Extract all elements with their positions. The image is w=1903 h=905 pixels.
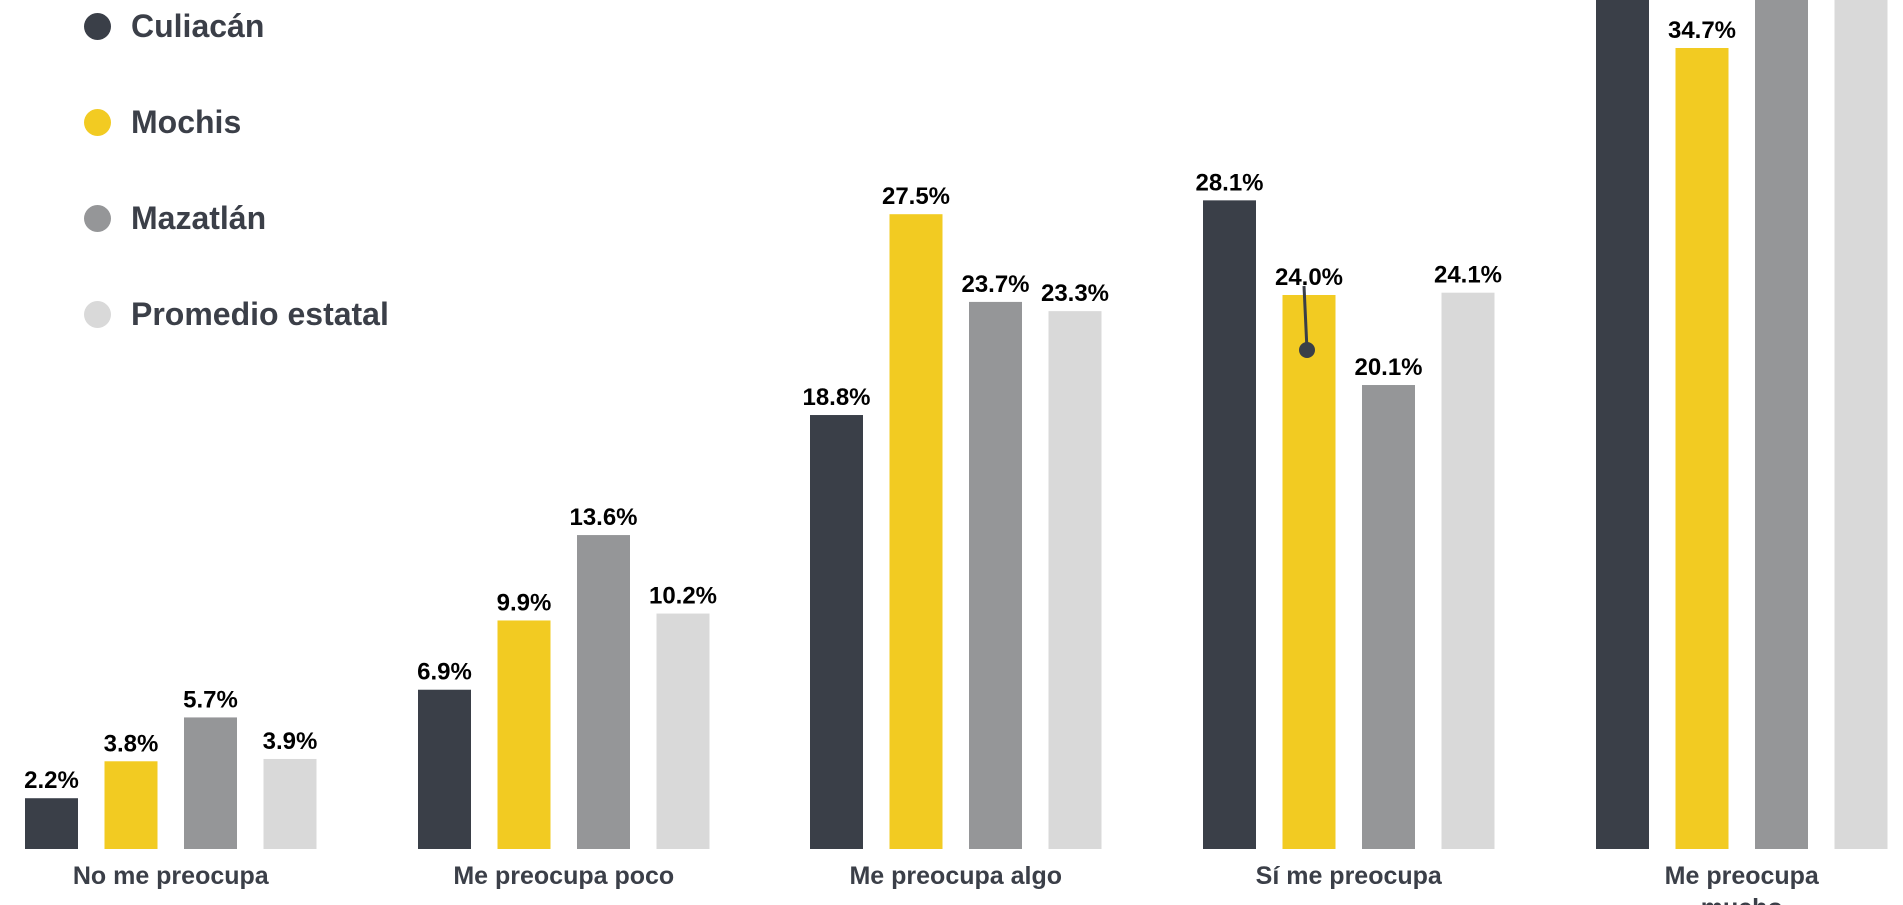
value-label-1-3: 18.8% xyxy=(802,384,870,411)
value-label-3-3: 23.7% xyxy=(961,271,1029,298)
legend-dot-mochis xyxy=(84,109,111,136)
category-label-5-line-2: mucho xyxy=(1701,894,1783,905)
value-label-4-3: 23.3% xyxy=(1041,280,1109,307)
bar-3-3 xyxy=(969,301,1022,849)
legend-label-culiacan: Culiacán xyxy=(131,8,265,44)
value-label-1-1: 2.2% xyxy=(24,767,79,794)
legend-label-promedio-estatal: Promedio estatal xyxy=(131,296,389,332)
category-label-4: Sí me preocupa xyxy=(1256,862,1443,890)
bar-1-2 xyxy=(418,689,471,849)
value-label-4-1: 3.9% xyxy=(263,728,318,755)
bar-4-5 xyxy=(1834,0,1888,849)
annotation-pointer-dot xyxy=(1299,342,1315,358)
value-label-2-3: 27.5% xyxy=(882,183,950,210)
annotation-pointer-line xyxy=(1302,285,1309,351)
bar-4-3 xyxy=(1048,311,1102,850)
category-labels-layer: No me preocupa Me preocupa poco Me preocup… xyxy=(73,862,1820,905)
legend-dot-promedio-estatal xyxy=(84,301,111,328)
bar-3-2 xyxy=(577,535,630,849)
legend-item-culiacan: Culiacán xyxy=(84,8,264,45)
bar-4-1 xyxy=(263,758,317,849)
bars-layer xyxy=(25,0,1888,850)
category-label-5-line-1: Me preocupa xyxy=(1665,862,1820,890)
bar-2-4 xyxy=(1282,294,1336,849)
bar-4-2 xyxy=(656,613,710,849)
value-label-4-2: 10.2% xyxy=(649,583,717,610)
legend-item-mazatlan: Mazatlán xyxy=(84,200,266,237)
legend-item-promedio-estatal: Promedio estatal xyxy=(84,296,389,333)
value-label-2-5: 34.7% xyxy=(1668,17,1736,44)
value-label-3-2: 13.6% xyxy=(569,504,637,531)
value-label-1-2: 6.9% xyxy=(417,659,472,686)
legend-dot-mazatlan xyxy=(84,205,111,232)
legend-item-mochis: Mochis xyxy=(84,104,241,141)
value-label-3-4: 20.1% xyxy=(1354,354,1422,381)
value-label-1-4: 28.1% xyxy=(1195,169,1263,196)
bar-4-4 xyxy=(1441,292,1495,849)
legend-dot-culiacan xyxy=(84,13,111,40)
value-label-3-1: 5.7% xyxy=(183,686,238,713)
category-label-2: Me preocupa poco xyxy=(453,862,674,890)
bar-3-5 xyxy=(1755,0,1808,849)
value-label-4-4: 24.1% xyxy=(1434,262,1502,289)
annotation-layer xyxy=(1299,285,1315,358)
bar-2-3 xyxy=(889,214,943,850)
bar-2-1 xyxy=(104,761,158,849)
bar-1-1 xyxy=(25,798,78,849)
bar-1-3 xyxy=(810,415,863,849)
bar-3-4 xyxy=(1362,385,1415,849)
value-label-2-2: 9.9% xyxy=(497,589,552,616)
bar-1-4 xyxy=(1203,200,1256,850)
bar-2-5 xyxy=(1675,48,1729,849)
bar-2-2 xyxy=(497,620,551,849)
bar-1-5 xyxy=(1596,0,1649,849)
category-label-1: No me preocupa xyxy=(73,862,270,890)
value-label-2-1: 3.8% xyxy=(104,730,159,757)
category-label-3: Me preocupa algo xyxy=(849,862,1062,890)
bar-3-1 xyxy=(184,717,237,849)
value-label-2-4: 24.0% xyxy=(1275,264,1343,291)
legend-label-mazatlan: Mazatlán xyxy=(131,200,267,236)
legend-label-mochis: Mochis xyxy=(131,104,242,140)
value-labels-layer: 2.2% 6.9% 18.8% 28.1% 3.8% 9.9% 27.5% 24.0% 34.7… xyxy=(24,17,1736,794)
